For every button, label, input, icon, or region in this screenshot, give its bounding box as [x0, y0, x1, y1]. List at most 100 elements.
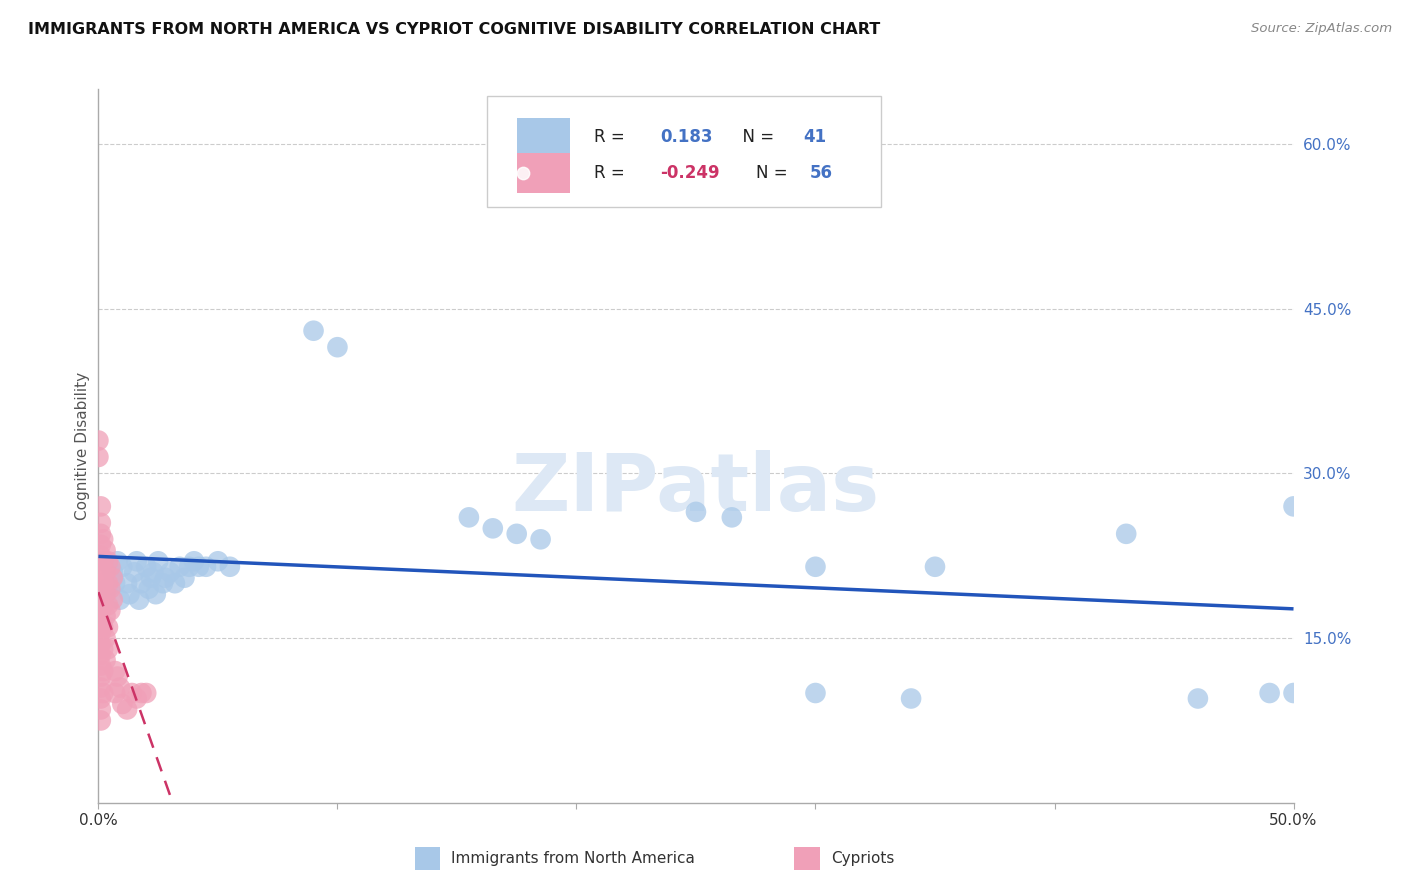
Point — [194, 559, 218, 574]
Point — [128, 592, 150, 607]
Text: 56: 56 — [810, 164, 832, 182]
Point — [115, 702, 138, 716]
Text: R =: R = — [595, 128, 630, 146]
Point — [111, 697, 134, 711]
Point — [1187, 691, 1209, 706]
Point — [101, 566, 124, 580]
FancyBboxPatch shape — [486, 96, 882, 207]
Point — [183, 554, 205, 568]
Point — [98, 559, 122, 574]
Point — [481, 521, 505, 535]
Point — [90, 669, 112, 683]
Point — [506, 526, 529, 541]
Point — [94, 631, 117, 645]
Point — [108, 592, 131, 607]
Point — [91, 554, 114, 568]
Point — [1282, 500, 1305, 514]
Point — [94, 609, 117, 624]
Point — [107, 554, 129, 568]
Point — [90, 592, 112, 607]
Point — [91, 598, 114, 612]
Point — [179, 559, 201, 574]
Point — [155, 571, 177, 585]
Point — [107, 669, 129, 683]
Point — [152, 576, 174, 591]
Point — [94, 566, 117, 580]
Point — [90, 702, 112, 716]
Text: -0.249: -0.249 — [661, 164, 720, 182]
Point — [125, 554, 148, 568]
Point — [90, 637, 112, 651]
Point — [121, 686, 143, 700]
Point — [131, 576, 153, 591]
Point — [97, 582, 120, 596]
Point — [135, 686, 157, 700]
Point — [302, 324, 325, 338]
Point — [115, 576, 138, 591]
Point — [1258, 686, 1281, 700]
Point — [90, 500, 112, 514]
Point — [139, 571, 162, 585]
Point — [685, 505, 707, 519]
Point — [148, 554, 170, 568]
Point — [90, 691, 112, 706]
Point — [125, 691, 148, 706]
Point — [118, 587, 141, 601]
Point — [97, 554, 120, 568]
Point — [94, 543, 117, 558]
Point — [97, 642, 120, 657]
Point — [326, 340, 349, 354]
Point — [207, 554, 229, 568]
Point — [90, 538, 112, 552]
Point — [101, 592, 124, 607]
Point — [804, 686, 827, 700]
Point — [142, 566, 165, 580]
Point — [159, 566, 181, 580]
Point — [169, 559, 191, 574]
Point — [219, 559, 242, 574]
Text: IMMIGRANTS FROM NORTH AMERICA VS CYPRIOT COGNITIVE DISABILITY CORRELATION CHART: IMMIGRANTS FROM NORTH AMERICA VS CYPRIOT… — [28, 22, 880, 37]
Point — [187, 559, 209, 574]
Point — [458, 510, 481, 524]
Point — [900, 691, 922, 706]
Point — [90, 559, 112, 574]
Y-axis label: Cognitive Disability: Cognitive Disability — [75, 372, 90, 520]
Text: R =: R = — [595, 164, 630, 182]
Point — [804, 559, 827, 574]
Point — [135, 559, 157, 574]
Text: Immigrants from North America: Immigrants from North America — [451, 851, 695, 866]
Text: ZIPatlas: ZIPatlas — [512, 450, 880, 528]
Point — [101, 571, 124, 585]
Point — [145, 587, 167, 601]
Point — [98, 582, 122, 596]
Point — [108, 681, 131, 695]
Point — [90, 658, 112, 673]
Point — [91, 642, 114, 657]
Point — [104, 576, 127, 591]
Point — [91, 533, 114, 547]
Text: Source: ZipAtlas.com: Source: ZipAtlas.com — [1251, 22, 1392, 36]
Point — [98, 604, 122, 618]
Point — [90, 714, 112, 728]
Point — [90, 549, 112, 563]
Point — [90, 582, 112, 596]
Point — [163, 576, 186, 591]
Point — [87, 434, 110, 448]
Point — [173, 571, 195, 585]
Point — [97, 620, 120, 634]
Text: N =: N = — [756, 164, 793, 182]
Point — [90, 516, 112, 530]
Point — [91, 576, 114, 591]
Text: 41: 41 — [804, 128, 827, 146]
Point — [91, 664, 114, 678]
Point — [90, 681, 112, 695]
Point — [91, 686, 114, 700]
Point — [1115, 526, 1137, 541]
Point — [111, 559, 134, 574]
Point — [131, 686, 153, 700]
Text: N =: N = — [733, 128, 779, 146]
Point — [94, 587, 117, 601]
FancyBboxPatch shape — [517, 118, 571, 157]
Point — [90, 571, 112, 585]
Point — [94, 554, 117, 568]
